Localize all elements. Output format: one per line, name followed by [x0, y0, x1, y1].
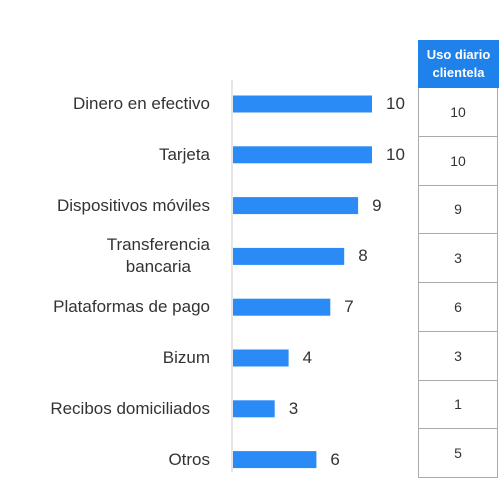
table-cell: 6	[418, 283, 498, 332]
value-label: 9	[372, 195, 382, 215]
category-label: Tarjeta	[158, 144, 210, 164]
bar	[233, 146, 372, 164]
category-label: Plataformas de pago	[53, 297, 210, 317]
category-label-box: Transferencia bancaria	[0, 231, 210, 281]
table-cell: 10	[418, 136, 498, 186]
bar	[233, 247, 345, 265]
category-label: Dinero en efectivo	[72, 94, 210, 113]
bar	[233, 349, 289, 367]
table-cell: 5	[418, 429, 498, 478]
table-cell: 9	[418, 185, 498, 235]
category-label: Transferencia bancaria	[106, 235, 210, 277]
value-label: 6	[330, 449, 340, 469]
category-label: Otros	[168, 449, 210, 469]
value-label: 7	[344, 297, 354, 317]
category-label-box: Recibos domiciliados	[0, 384, 210, 434]
category-label-box: Dinero en efectivo	[0, 79, 210, 129]
category-label-box: Plataformas de pago	[0, 282, 210, 332]
category-label-box: Bizum	[0, 333, 210, 383]
category-label-box: Otros	[0, 435, 210, 485]
value-label: 8	[358, 246, 368, 266]
category-label: Dispositivos móviles	[56, 195, 210, 215]
bar	[233, 197, 359, 215]
table-cell: 1	[418, 380, 498, 430]
value-label: 10	[386, 144, 405, 164]
category-label: Recibos domiciliados	[50, 398, 210, 418]
category-label-box: Dispositivos móviles	[0, 181, 210, 231]
bar	[233, 451, 317, 469]
value-label: 10	[386, 94, 405, 113]
bar	[233, 95, 372, 113]
category-label: Bizum	[162, 348, 210, 367]
value-label: 3	[288, 398, 299, 418]
table-header: Uso diario clientela	[418, 40, 499, 88]
table-cell: 3	[418, 234, 498, 283]
bar	[233, 400, 275, 418]
table-cell: 10	[418, 88, 498, 137]
category-label-box: Tarjeta	[0, 130, 210, 180]
value-label: 4	[302, 348, 313, 367]
bar	[233, 298, 331, 316]
table-cell: 3	[418, 331, 498, 381]
